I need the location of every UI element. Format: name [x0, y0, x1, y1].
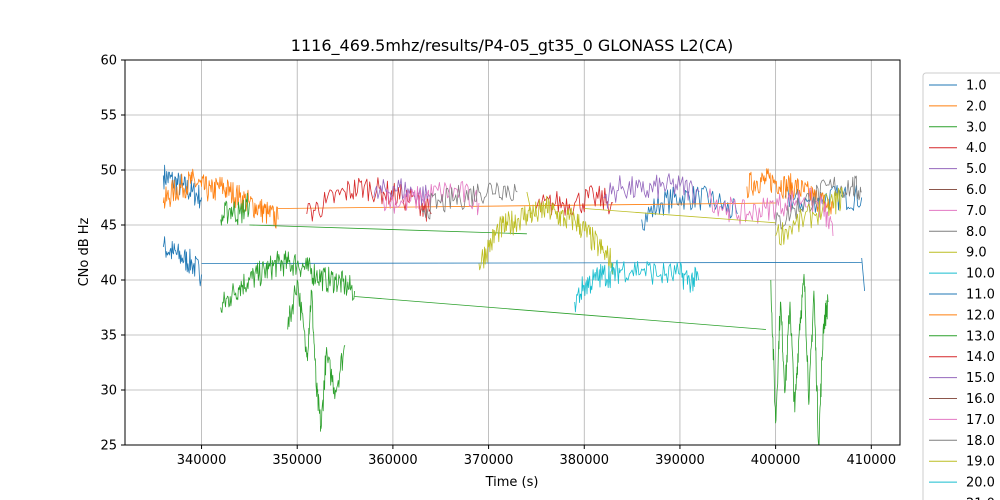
legend-label: 1.0	[966, 79, 987, 94]
series-line-12.0	[278, 202, 776, 209]
legend-label: 6.0	[966, 183, 987, 198]
legend-label: 4.0	[966, 141, 987, 156]
series-line-12.0	[162, 168, 279, 229]
y-tick-label: 30	[100, 384, 117, 399]
legend-frame	[922, 72, 1000, 500]
legend-label: 10.0	[966, 267, 995, 282]
legend-label: 12.0	[966, 308, 995, 323]
ticks: 340000 350000 360000 370000 380000 390000 4000…	[100, 54, 896, 469]
legend-label: 19.0	[966, 455, 995, 470]
series-line-11.0	[861, 257, 865, 292]
series-line-15.0	[373, 178, 432, 206]
legend: 1.0 2.0 3.0 4.0 5.0 6.0 7.0 8.0 9.0 10.0 11.0 12.0 1…	[922, 72, 1000, 500]
legend-label: 8.0	[966, 225, 987, 240]
series-line-11.0	[162, 236, 202, 287]
y-tick-label: 45	[100, 219, 117, 234]
legend-label: 9.0	[966, 246, 987, 261]
x-tick-label: 390000	[655, 453, 705, 468]
series-line-19.0	[775, 187, 843, 246]
x-tick-label: 360000	[368, 453, 418, 468]
y-tick-label: 25	[100, 439, 117, 454]
y-axis-label: CNo dB Hz	[77, 217, 92, 286]
series-line-13.0	[287, 279, 346, 432]
series-line-13.0	[770, 273, 829, 445]
series-line-11.0	[641, 185, 738, 231]
plot-frame	[124, 59, 901, 446]
legend-label: 3.0	[966, 120, 987, 135]
legend-label: 13.0	[966, 329, 995, 344]
series-line-19.0	[584, 208, 776, 224]
series-line-13.0	[354, 296, 767, 330]
series-line-18.0	[775, 175, 862, 230]
x-tick-label: 400000	[751, 453, 801, 468]
series-line-17.0	[708, 187, 834, 237]
series-line-19.0	[526, 191, 532, 215]
legend-label: 16.0	[966, 392, 995, 407]
x-tick-label: 340000	[177, 453, 227, 468]
y-tick-label: 35	[100, 329, 117, 344]
chart-title: 1116_469.5mhz/results/P4-05_gt35_0 GLONA…	[291, 36, 733, 56]
series-line-13.0	[220, 193, 250, 226]
x-tick-label: 350000	[272, 453, 322, 468]
legend-label: 17.0	[966, 413, 995, 428]
legend-label: 20.0	[966, 476, 995, 491]
x-tick-label: 410000	[846, 453, 896, 468]
plot-area	[125, 60, 900, 445]
series-line-11.0	[201, 262, 862, 264]
series-line-15.0	[603, 173, 700, 209]
legend-label: 5.0	[966, 162, 987, 177]
y-tick-label: 40	[100, 274, 117, 289]
x-tick-label: 370000	[464, 453, 514, 468]
series-line-14.0	[536, 185, 614, 216]
y-tick-label: 55	[100, 109, 117, 124]
x-tick-label: 380000	[559, 453, 609, 468]
series-line-13.0	[249, 224, 527, 235]
y-tick-label: 50	[100, 164, 117, 179]
series-line-13.0	[220, 250, 355, 313]
y-tick-label: 60	[100, 54, 117, 69]
legend-label: 7.0	[966, 204, 987, 219]
legend-label: 21.0	[966, 497, 995, 500]
series-line-18.0	[421, 182, 518, 220]
series-line-19.0	[478, 195, 614, 275]
legend-label: 2.0	[966, 99, 987, 114]
x-axis-label: Time (s)	[485, 475, 539, 490]
legend-label: 14.0	[966, 350, 995, 365]
legend-label: 11.0	[966, 288, 995, 303]
series-line-17.0	[382, 181, 480, 216]
series-line-20.0	[574, 259, 700, 313]
legend-label: 15.0	[966, 371, 995, 386]
legend-label: 18.0	[966, 434, 995, 449]
series-group	[162, 164, 865, 445]
